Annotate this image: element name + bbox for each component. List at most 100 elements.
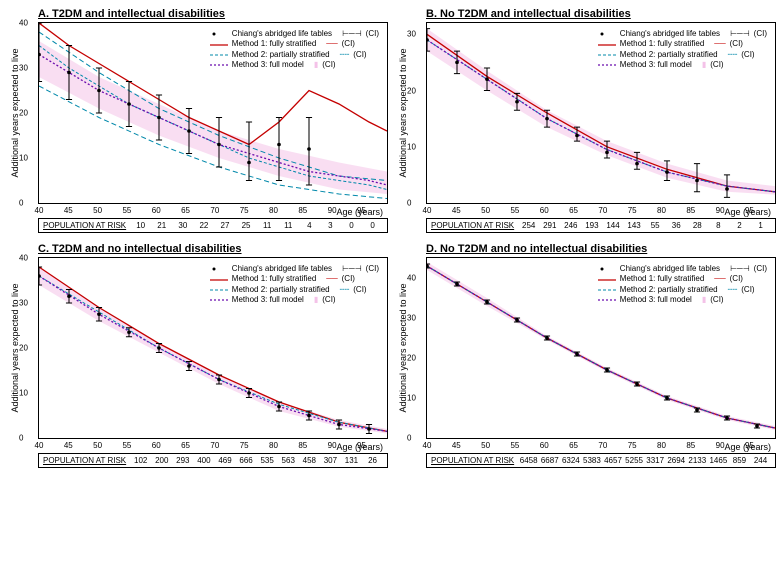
legend-row: Method 2: partially stratified╌╌ (CI) bbox=[598, 50, 767, 60]
y-tick: 30 bbox=[407, 314, 416, 323]
x-tick: 70 bbox=[210, 206, 219, 215]
legend-label: Method 3: full model bbox=[620, 295, 692, 305]
population-value: 144 bbox=[602, 221, 623, 230]
population-value: 563 bbox=[278, 456, 299, 465]
legend-ci-icon: ── bbox=[714, 274, 725, 284]
legend-row: Method 3: full model▮ (CI) bbox=[210, 60, 379, 70]
x-tick: 60 bbox=[540, 441, 549, 450]
x-tick: 40 bbox=[423, 206, 432, 215]
panel-C: C. T2DM and no intellectual disabilities… bbox=[8, 243, 388, 474]
legend: Chiang's abridged life tables⊢─⊣ (CI)Met… bbox=[594, 262, 771, 308]
legend-ci-icon: ── bbox=[714, 39, 725, 49]
data-point bbox=[97, 312, 101, 316]
legend-label: Chiang's abridged life tables bbox=[232, 29, 332, 39]
data-point bbox=[157, 346, 161, 350]
legend-swatch bbox=[598, 265, 616, 273]
legend-ci-text: (CI) bbox=[342, 274, 355, 284]
y-tick: 40 bbox=[19, 19, 28, 28]
legend-ci-text: (CI) bbox=[710, 295, 723, 305]
population-value: 4 bbox=[299, 221, 320, 230]
population-value: 666 bbox=[236, 456, 257, 465]
legend-label: Method 1: fully stratified bbox=[232, 274, 316, 284]
legend-swatch bbox=[598, 276, 616, 284]
population-value: 307 bbox=[320, 456, 341, 465]
data-point bbox=[455, 282, 459, 286]
population-value: 4657 bbox=[602, 456, 623, 465]
x-tick: 95 bbox=[745, 441, 754, 450]
panel-A: A. T2DM and intellectual disabilitiesAdd… bbox=[8, 8, 388, 239]
x-tick: 60 bbox=[152, 206, 161, 215]
x-tick: 65 bbox=[181, 206, 190, 215]
x-tick: 75 bbox=[240, 441, 249, 450]
data-point bbox=[67, 294, 71, 298]
legend-ci-text: (CI) bbox=[754, 29, 767, 39]
population-value: 6687 bbox=[539, 456, 560, 465]
population-value: 11 bbox=[257, 221, 278, 230]
y-label: Additional years expected to live bbox=[398, 48, 408, 177]
population-value: 8 bbox=[708, 221, 729, 230]
legend-ci-icon: ▮ bbox=[702, 60, 706, 70]
y-tick: 10 bbox=[407, 394, 416, 403]
legend: Chiang's abridged life tables⊢─⊣ (CI)Met… bbox=[206, 27, 383, 73]
data-point bbox=[605, 368, 609, 372]
population-value: 458 bbox=[299, 456, 320, 465]
y-tick: 20 bbox=[19, 109, 28, 118]
legend-ci-text: (CI) bbox=[741, 285, 754, 295]
legend-label: Method 3: full model bbox=[232, 295, 304, 305]
data-point bbox=[187, 129, 191, 133]
legend-row: Method 1: fully stratified── (CI) bbox=[210, 39, 379, 49]
plot-area: Additional years expected to liveAge (ye… bbox=[426, 257, 776, 439]
x-tick: 55 bbox=[122, 441, 131, 450]
y-tick: 30 bbox=[19, 64, 28, 73]
population-value: 2694 bbox=[666, 456, 687, 465]
x-tick: 70 bbox=[598, 441, 607, 450]
x-tick: 85 bbox=[686, 441, 695, 450]
legend-label: Method 1: fully stratified bbox=[620, 39, 704, 49]
legend: Chiang's abridged life tables⊢─⊣ (CI)Met… bbox=[594, 27, 771, 73]
population-value: 5383 bbox=[581, 456, 602, 465]
y-tick: 10 bbox=[19, 389, 28, 398]
legend-row: Method 3: full model▮ (CI) bbox=[598, 295, 767, 305]
legend-ci-icon: ⊢─⊣ bbox=[730, 264, 750, 274]
x-tick: 80 bbox=[269, 206, 278, 215]
y-tick: 20 bbox=[407, 86, 416, 95]
x-tick: 90 bbox=[716, 206, 725, 215]
legend-ci-text: (CI) bbox=[353, 50, 366, 60]
data-point bbox=[695, 179, 699, 183]
x-tick: 85 bbox=[686, 206, 695, 215]
population-value: 2133 bbox=[687, 456, 708, 465]
x-tick: 90 bbox=[716, 441, 725, 450]
legend-label: Method 1: fully stratified bbox=[232, 39, 316, 49]
population-value: 28 bbox=[687, 221, 708, 230]
x-tick: 70 bbox=[210, 441, 219, 450]
legend-swatch bbox=[598, 51, 616, 59]
population-value: 21 bbox=[151, 221, 172, 230]
y-tick: 0 bbox=[407, 199, 411, 208]
population-label: POPULATION AT RISK bbox=[43, 456, 126, 465]
legend-row: Method 1: fully stratified── (CI) bbox=[598, 274, 767, 284]
population-value: 0 bbox=[362, 221, 383, 230]
x-tick: 65 bbox=[569, 206, 578, 215]
data-point bbox=[545, 336, 549, 340]
data-point bbox=[725, 187, 729, 191]
population-table: POPULATION AT RISK1022002934004696665355… bbox=[38, 453, 388, 468]
data-point bbox=[127, 330, 131, 334]
population-value: 535 bbox=[257, 456, 278, 465]
x-tick: 40 bbox=[423, 441, 432, 450]
legend-swatch bbox=[598, 286, 616, 294]
panel-title: D. No T2DM and no intellectual disabilit… bbox=[426, 243, 776, 255]
population-value: 3317 bbox=[645, 456, 666, 465]
x-tick: 50 bbox=[481, 441, 490, 450]
panel-title: A. T2DM and intellectual disabilities bbox=[38, 8, 388, 20]
legend-ci-text: (CI) bbox=[342, 39, 355, 49]
data-point bbox=[635, 382, 639, 386]
legend-ci-icon: ⊢─⊣ bbox=[342, 29, 362, 39]
data-point bbox=[277, 405, 281, 409]
population-value: 0 bbox=[341, 221, 362, 230]
x-tick: 40 bbox=[35, 206, 44, 215]
legend-ci-icon: ▮ bbox=[314, 60, 318, 70]
x-tick: 95 bbox=[357, 206, 366, 215]
legend-ci-icon: ── bbox=[326, 274, 337, 284]
population-value: 6324 bbox=[560, 456, 581, 465]
legend-swatch bbox=[598, 41, 616, 49]
